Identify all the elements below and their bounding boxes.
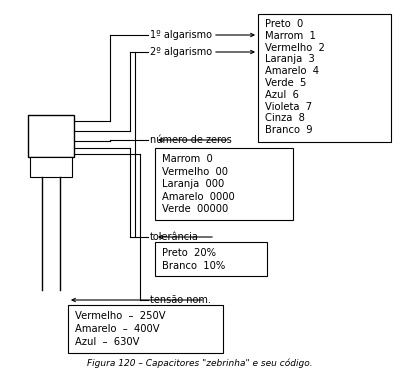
Bar <box>155 242 267 276</box>
Text: Vermelho  00: Vermelho 00 <box>162 166 228 177</box>
Text: número de zeros: número de zeros <box>150 135 232 145</box>
Text: Verde  00000: Verde 00000 <box>162 204 228 214</box>
Text: tensão nom.: tensão nom. <box>150 295 211 305</box>
Bar <box>28 136 74 157</box>
Bar <box>155 148 293 220</box>
Text: Vermelho  –  250V: Vermelho – 250V <box>75 311 166 321</box>
Text: Preto  0: Preto 0 <box>265 19 303 29</box>
Text: Amarelo  0000: Amarelo 0000 <box>162 191 235 202</box>
Text: Marrom  1: Marrom 1 <box>265 31 316 41</box>
Bar <box>258 14 391 142</box>
Text: Verde  5: Verde 5 <box>265 78 306 88</box>
Text: Cinza  8: Cinza 8 <box>265 113 305 123</box>
Text: Laranja  3: Laranja 3 <box>265 54 315 64</box>
Text: Laranja  000: Laranja 000 <box>162 179 224 189</box>
Text: 2º algarismo: 2º algarismo <box>150 47 212 57</box>
Text: Figura 120 – Capacitores "zebrinha" e seu código.: Figura 120 – Capacitores "zebrinha" e se… <box>87 359 313 368</box>
Text: Amarelo  4: Amarelo 4 <box>265 66 319 76</box>
Text: Branco  9: Branco 9 <box>265 125 313 135</box>
Text: Branco  10%: Branco 10% <box>162 261 225 271</box>
Text: Marrom  0: Marrom 0 <box>162 154 213 164</box>
Text: Violeta  7: Violeta 7 <box>265 102 312 111</box>
Text: tolerância: tolerância <box>150 232 199 242</box>
Text: 1º algarismo: 1º algarismo <box>150 30 212 40</box>
Bar <box>68 305 223 353</box>
Bar <box>28 115 74 157</box>
Bar <box>30 157 72 177</box>
Text: Azul  6: Azul 6 <box>265 90 299 100</box>
Bar <box>28 127 74 136</box>
Text: Azul  –  630V: Azul – 630V <box>75 337 140 347</box>
Text: Vermelho  2: Vermelho 2 <box>265 43 325 53</box>
Bar <box>28 115 74 127</box>
Text: Amarelo  –  400V: Amarelo – 400V <box>75 324 160 334</box>
Text: Preto  20%: Preto 20% <box>162 248 216 258</box>
